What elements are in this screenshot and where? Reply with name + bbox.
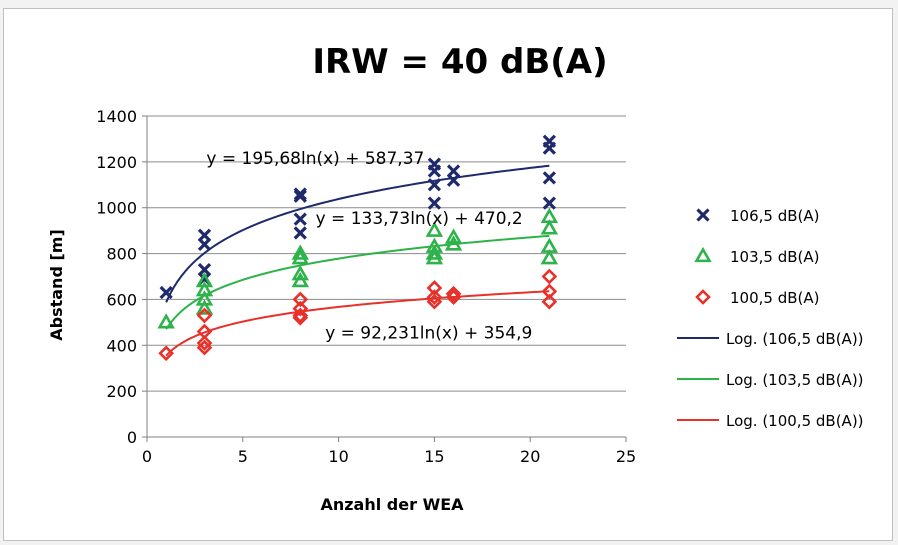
- x-stroke: [696, 208, 710, 222]
- x-stroke: [293, 226, 307, 240]
- y-tick-label: 200: [106, 382, 137, 401]
- data-point: [293, 212, 307, 226]
- x-stroke: [293, 212, 307, 226]
- data-point: [427, 164, 442, 178]
- data-point: [427, 196, 442, 210]
- y-axis-label: Abstand [m]: [47, 229, 66, 341]
- data-point: [446, 173, 461, 187]
- legend-label: 100,5 dB(A): [730, 289, 820, 307]
- y-tick-label: 800: [106, 245, 137, 264]
- chart-title: IRW = 40 dB(A): [312, 42, 607, 82]
- trendlines: [165, 164, 550, 357]
- data-point: [445, 285, 462, 302]
- y-tick-label: 1400: [96, 107, 137, 126]
- x-stroke: [427, 178, 442, 192]
- trendline: [165, 164, 550, 303]
- grid: [147, 115, 626, 392]
- x-tick-label: 15: [424, 447, 444, 466]
- data-point: [541, 268, 558, 285]
- x-stroke: [427, 196, 442, 210]
- y-tick-label: 600: [106, 290, 137, 309]
- data-point: [292, 291, 309, 308]
- data-point: [293, 189, 307, 203]
- data-point: [425, 244, 444, 260]
- data-point: [291, 271, 310, 288]
- y-tick-label: 0: [127, 428, 137, 447]
- x-stroke: [446, 173, 461, 187]
- data-point: [445, 289, 462, 305]
- trend-equation: y = 92,231ln(x) + 354,9: [325, 323, 532, 343]
- x-stroke: [542, 171, 556, 185]
- x-stroke: [542, 196, 556, 210]
- data-point: [542, 171, 556, 185]
- data-point: [540, 219, 559, 235]
- legend-label: 103,5 dB(A): [730, 248, 820, 266]
- data-point: [196, 307, 213, 324]
- trend-equations: y = 195,68ln(x) + 587,37 y = 133,73ln(x) …: [206, 149, 532, 343]
- data-point: [541, 293, 558, 310]
- trend-equation: y = 195,68ln(x) + 587,37: [206, 149, 424, 169]
- legend-label: Log. (100,5 dB(A)): [726, 412, 864, 430]
- data-point: [292, 300, 309, 317]
- legend-label: Log. (103,5 dB(A)): [726, 371, 864, 389]
- data-point: [293, 226, 307, 240]
- x-stroke: [293, 189, 307, 203]
- x-tick-label: 10: [328, 447, 348, 466]
- data-point: [542, 141, 556, 155]
- x-tick-label: 25: [616, 447, 636, 466]
- data-point: [159, 285, 173, 300]
- data-point: [291, 265, 310, 281]
- x-tick-label: 20: [520, 447, 540, 466]
- chart-svg: IRW = 40 dB(A) 0200400600800100012001400…: [47, 42, 864, 514]
- data-point: [157, 313, 175, 329]
- data-point: [444, 235, 463, 251]
- x-stroke: [293, 187, 307, 201]
- data-point: [293, 187, 307, 201]
- y-tick-label: 400: [106, 336, 137, 355]
- data-point: [292, 309, 309, 326]
- data-point: [426, 293, 443, 310]
- data-point: [444, 228, 463, 244]
- legend-label: 106,5 dB(A): [730, 207, 820, 225]
- data-point: [540, 249, 559, 265]
- data-point: [292, 307, 309, 324]
- chart-frame: IRW = 40 dB(A) 0 200 400 600 800 1000 1200 1400…: [3, 8, 893, 541]
- x-stroke: [197, 237, 212, 252]
- data-point: [197, 237, 212, 252]
- x-tick-label: 5: [238, 447, 248, 466]
- data-point: [196, 335, 213, 351]
- x-stroke: [427, 164, 442, 178]
- legend-label: Log. (106,5 dB(A)): [726, 330, 864, 348]
- data-points: [157, 134, 559, 362]
- legend-marker: [695, 289, 711, 305]
- data-point: [426, 289, 443, 305]
- trend-equation: y = 133,73ln(x) + 470,2: [316, 209, 523, 229]
- x-stroke: [159, 285, 173, 300]
- legend-marker: [696, 208, 710, 222]
- data-point: [291, 249, 310, 265]
- trendline: [165, 234, 550, 330]
- x-axis-label: Anzahl der WEA: [320, 495, 464, 514]
- data-point: [195, 299, 214, 315]
- data-point: [291, 244, 310, 260]
- data-point: [196, 339, 213, 356]
- x-tick-label: 0: [142, 447, 152, 466]
- data-point: [425, 221, 444, 237]
- legend-marker: [694, 246, 712, 263]
- data-point: [425, 249, 444, 265]
- y-tick-label: 1000: [96, 199, 137, 218]
- axes: 0 200 400 600 800 1000 1200 1400 0 5 10 15 20 25: [96, 107, 636, 466]
- x-stroke: [542, 141, 556, 155]
- data-point: [158, 345, 174, 362]
- y-tick-label: 1200: [96, 153, 137, 172]
- trendline: [165, 290, 550, 357]
- data-point: [542, 196, 556, 210]
- data-point: [427, 178, 442, 192]
- legend: 106,5 dB(A) 103,5 dB(A) 100,5 dB(A) Log. (1…: [677, 207, 864, 430]
